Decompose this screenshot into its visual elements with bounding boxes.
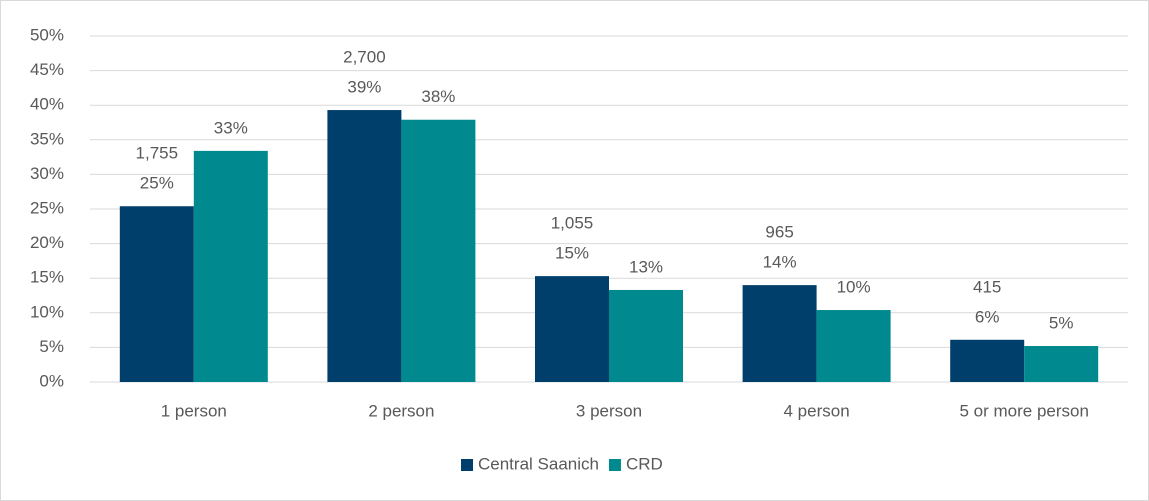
value-label: 10% — [837, 278, 871, 297]
bar — [742, 285, 817, 382]
value-label: 39% — [347, 78, 381, 97]
value-label: 14% — [763, 253, 797, 272]
bar — [816, 310, 891, 382]
x-tick-label: 4 person — [784, 401, 850, 420]
y-tick-label: 45% — [30, 60, 64, 79]
bar — [609, 289, 683, 382]
bar — [950, 339, 1025, 382]
bar — [119, 206, 194, 382]
y-tick-label: 25% — [30, 198, 64, 217]
bar — [535, 276, 609, 382]
legend-label: Central Saanich — [478, 454, 599, 473]
legend-swatch — [461, 459, 473, 471]
value-label: 15% — [555, 244, 589, 263]
x-tick-label: 2 person — [368, 401, 434, 420]
value-label: 6% — [975, 307, 1000, 326]
legend-label: CRD — [626, 454, 663, 473]
value-label: 25% — [140, 174, 174, 193]
bar — [401, 119, 476, 383]
y-tick-label: 10% — [30, 302, 64, 321]
count-label: 965 — [765, 223, 793, 242]
y-tick-label: 35% — [30, 129, 64, 148]
y-tick-label: 40% — [30, 95, 64, 114]
y-tick-label: 5% — [39, 337, 64, 356]
value-label: 38% — [421, 87, 455, 106]
value-label: 33% — [214, 118, 248, 137]
bar — [327, 110, 402, 382]
y-tick-label: 0% — [39, 371, 64, 390]
y-tick-label: 20% — [30, 233, 64, 252]
count-label: 1,055 — [551, 214, 594, 233]
y-tick-label: 30% — [30, 164, 64, 183]
value-label: 13% — [629, 257, 663, 276]
value-label: 5% — [1049, 314, 1074, 333]
bar — [1024, 346, 1099, 382]
bar — [193, 150, 268, 382]
count-label: 415 — [973, 277, 1001, 296]
x-tick-label: 1 person — [161, 401, 227, 420]
x-tick-label: 5 or more person — [959, 401, 1088, 420]
count-label: 2,700 — [343, 48, 386, 67]
y-tick-label: 15% — [30, 268, 64, 287]
count-label: 1,755 — [136, 144, 179, 163]
x-tick-label: 3 person — [576, 401, 642, 420]
y-tick-label: 50% — [30, 25, 64, 44]
legend-swatch — [608, 459, 621, 471]
